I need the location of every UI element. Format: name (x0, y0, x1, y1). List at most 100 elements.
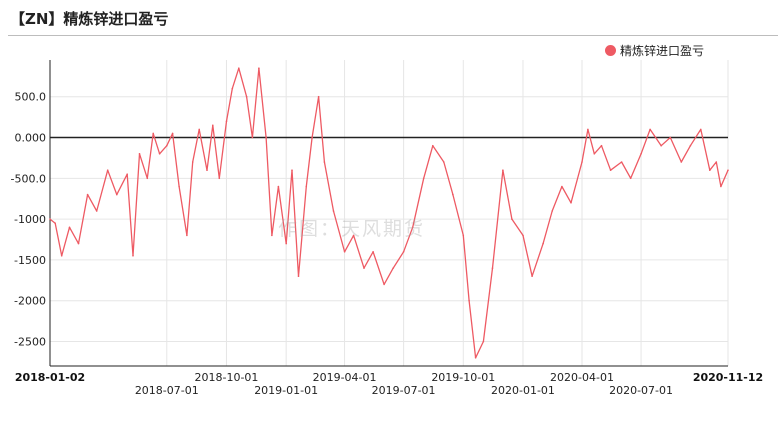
data-point (171, 132, 174, 135)
axes (49, 60, 728, 367)
data-point (191, 161, 194, 163)
data-point (152, 132, 154, 135)
x-tick-label: 2020-11-12 (693, 371, 763, 384)
data-point (251, 136, 254, 139)
data-point (352, 234, 355, 237)
data-point (531, 275, 533, 278)
x-tick-label: 2019-01-01 (254, 384, 318, 397)
data-point (343, 251, 346, 253)
data-point (60, 255, 63, 257)
data-point (462, 234, 465, 237)
x-tick-label: 2019-10-01 (431, 371, 495, 384)
data-point (542, 242, 544, 245)
x-tick-label: 2020-07-01 (609, 384, 673, 397)
y-tick-label: -2000 (14, 295, 46, 308)
data-point (593, 153, 596, 155)
data-point (669, 136, 672, 139)
data-point (132, 255, 134, 257)
data-point (225, 120, 228, 122)
y-tick-label: -1500 (14, 254, 46, 267)
data-point (649, 128, 651, 131)
x-tick-label: 2018-01-02 (15, 371, 85, 384)
data-point (700, 128, 702, 131)
data-point (166, 144, 168, 147)
data-point (482, 340, 485, 343)
data-point (245, 95, 248, 98)
x-tick-label: 2020-01-01 (491, 384, 555, 397)
data-point (158, 153, 161, 155)
data-point (561, 185, 563, 188)
tick-labels: 500.0 0.000 -500.0 -1000 -1500 -2000 -2500 2018… (11, 91, 764, 397)
data-point (54, 222, 56, 224)
series-layer (49, 67, 729, 359)
data-point (383, 283, 385, 286)
data-point (116, 193, 118, 196)
data-point (95, 210, 98, 212)
legend[interactable]: 精炼锌进口盈亏 (605, 42, 704, 59)
data-point (212, 124, 214, 127)
chart-title: 【ZN】精炼锌进口盈亏 (10, 10, 169, 28)
data-point (620, 161, 623, 163)
data-point (720, 185, 722, 188)
data-point (727, 169, 729, 171)
data-point (709, 169, 711, 171)
data-point (317, 95, 320, 98)
data-point (411, 226, 414, 229)
data-point (311, 136, 313, 139)
data-point (422, 177, 425, 180)
data-point (402, 251, 405, 253)
data-point (715, 161, 718, 163)
x-tick-label: 2018-07-01 (135, 384, 199, 397)
data-point (443, 161, 445, 163)
legend-marker (605, 45, 616, 56)
y-tick-label: -1000 (14, 213, 46, 226)
data-point (271, 234, 273, 237)
data-point (609, 169, 612, 171)
y-tick-label: -2500 (14, 336, 46, 349)
title-divider (8, 35, 778, 36)
data-point (231, 87, 234, 90)
data-point (186, 234, 188, 237)
data-point (511, 218, 513, 220)
data-point (277, 185, 280, 188)
data-point (363, 267, 365, 269)
x-tick-label: 2018-10-01 (195, 371, 259, 384)
data-point (285, 242, 288, 245)
data-point (291, 169, 293, 171)
data-point (581, 161, 583, 163)
y-tick-label: -500.0 (11, 172, 46, 185)
x-tick-label: 2020-04-01 (550, 371, 614, 384)
data-point (629, 177, 632, 180)
data-point (680, 161, 683, 163)
data-point (432, 144, 434, 147)
data-point (77, 242, 80, 245)
data-point (218, 177, 221, 180)
data-point (689, 144, 692, 147)
data-point (49, 218, 51, 220)
data-point (126, 173, 128, 175)
data-point (86, 193, 89, 196)
data-point (258, 67, 260, 69)
watermark: 作图：天风期货 (278, 218, 426, 240)
data-point (332, 210, 335, 212)
data-point (206, 169, 208, 171)
data-point (106, 169, 109, 171)
data-point (587, 128, 589, 131)
data-point (570, 202, 572, 204)
legend-label: 精炼锌进口盈亏 (620, 44, 705, 58)
data-point (297, 275, 300, 278)
data-point (238, 67, 240, 69)
data-point (68, 226, 71, 229)
data-point (640, 153, 642, 155)
data-point (468, 299, 470, 302)
y-tick-label: 500.0 (15, 91, 47, 104)
data-point (178, 185, 180, 188)
data-point (323, 161, 326, 163)
data-point (372, 251, 374, 253)
data-point (198, 128, 200, 131)
data-point (660, 144, 662, 147)
data-point (491, 267, 494, 269)
data-point (551, 210, 553, 212)
data-point (522, 234, 524, 237)
